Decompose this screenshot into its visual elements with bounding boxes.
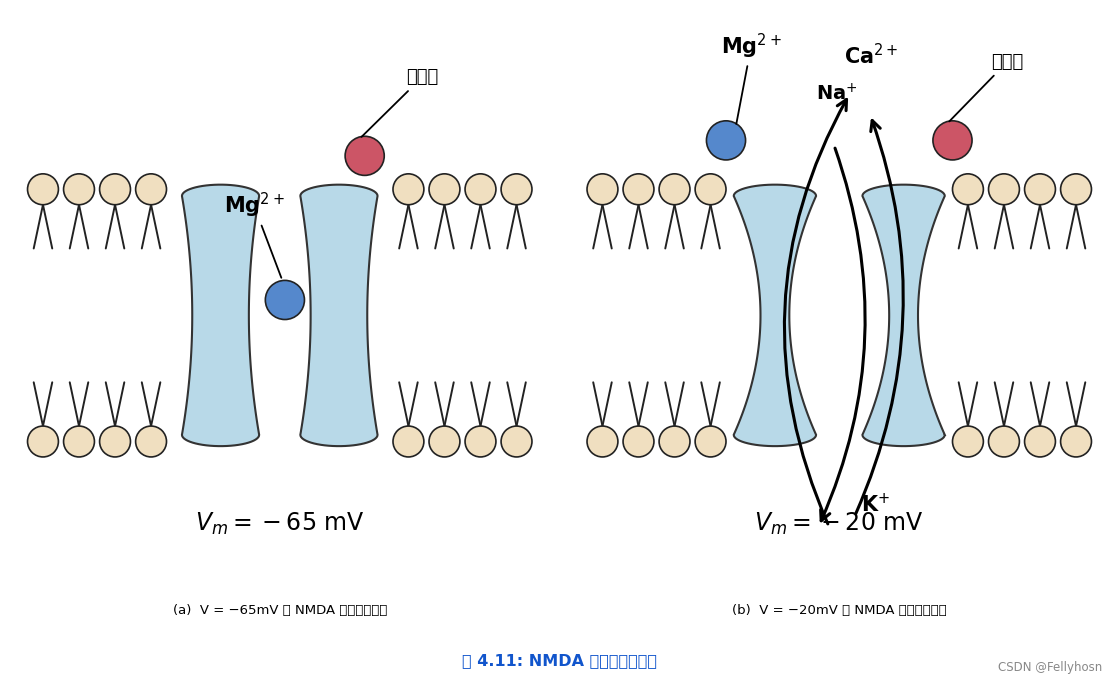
Circle shape: [466, 426, 496, 457]
Circle shape: [466, 174, 496, 205]
Circle shape: [393, 174, 424, 205]
Text: K$^{+}$: K$^{+}$: [861, 493, 890, 516]
Circle shape: [1061, 426, 1091, 457]
Circle shape: [429, 426, 460, 457]
Circle shape: [623, 174, 653, 205]
Text: Na$^{+}$: Na$^{+}$: [816, 83, 858, 104]
Text: (a)  V = −65mV 时 NMDA 的结构示意图: (a) V = −65mV 时 NMDA 的结构示意图: [172, 604, 387, 617]
Circle shape: [695, 426, 726, 457]
Circle shape: [952, 426, 984, 457]
Circle shape: [587, 426, 618, 457]
Circle shape: [28, 174, 58, 205]
Circle shape: [1025, 174, 1055, 205]
Text: Mg$^{2+}$: Mg$^{2+}$: [721, 31, 781, 124]
Circle shape: [429, 174, 460, 205]
Circle shape: [501, 426, 532, 457]
Circle shape: [988, 174, 1019, 205]
Text: 谷氨酸: 谷氨酸: [361, 68, 439, 137]
Circle shape: [1025, 426, 1055, 457]
Circle shape: [623, 426, 653, 457]
Circle shape: [988, 426, 1019, 457]
Text: Ca$^{2+}$: Ca$^{2+}$: [845, 43, 899, 68]
Circle shape: [1061, 174, 1091, 205]
Circle shape: [345, 136, 384, 175]
Circle shape: [659, 174, 690, 205]
Circle shape: [952, 174, 984, 205]
Circle shape: [393, 426, 424, 457]
Circle shape: [706, 121, 745, 160]
Circle shape: [135, 426, 167, 457]
Circle shape: [100, 174, 131, 205]
Circle shape: [933, 121, 972, 160]
Text: Mg$^{2+}$: Mg$^{2+}$: [224, 191, 284, 278]
Text: (b)  V = −20mV 时 NMDA 的结构示意图: (b) V = −20mV 时 NMDA 的结构示意图: [732, 604, 947, 617]
Circle shape: [28, 426, 58, 457]
Circle shape: [695, 174, 726, 205]
Circle shape: [135, 174, 167, 205]
Circle shape: [100, 426, 131, 457]
Polygon shape: [182, 185, 260, 446]
Polygon shape: [300, 185, 377, 446]
Circle shape: [64, 174, 94, 205]
Text: CSDN @Fellyhosn: CSDN @Fellyhosn: [998, 661, 1102, 674]
Circle shape: [265, 280, 304, 319]
Text: 图 4.11: NMDA 受体结构示意图: 图 4.11: NMDA 受体结构示意图: [462, 653, 657, 668]
Circle shape: [659, 426, 690, 457]
Circle shape: [501, 174, 532, 205]
Circle shape: [64, 426, 94, 457]
Circle shape: [587, 174, 618, 205]
Polygon shape: [734, 185, 816, 446]
Polygon shape: [863, 185, 944, 446]
Text: $V_m = -20\ \mathrm{mV}$: $V_m = -20\ \mathrm{mV}$: [754, 511, 924, 537]
Text: 谷氨酸: 谷氨酸: [949, 53, 1024, 121]
Text: $V_m = -65\ \mathrm{mV}$: $V_m = -65\ \mathrm{mV}$: [195, 511, 365, 537]
